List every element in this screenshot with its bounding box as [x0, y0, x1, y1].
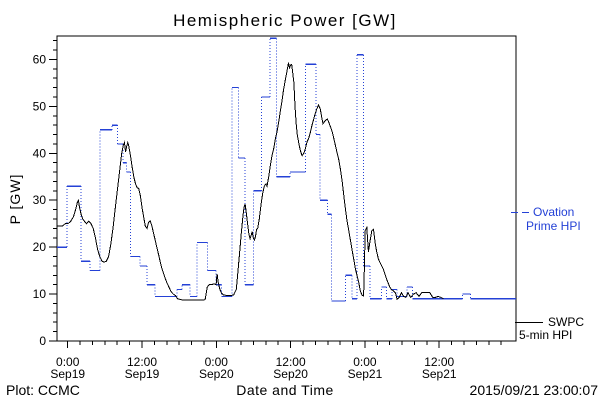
svg-text:Sep21: Sep21	[348, 367, 383, 381]
svg-text:Sep19: Sep19	[125, 367, 160, 381]
legend-ovation: Ovation Prime HPI	[511, 205, 581, 233]
legend-ovation-label2: Prime HPI	[526, 219, 581, 233]
legend-swpc: SWPC 5-min HPI	[515, 316, 584, 342]
ovation-series	[57, 37, 516, 302]
svg-text:40: 40	[33, 146, 47, 160]
chart-title: Hemispheric Power [GW]	[173, 11, 397, 30]
ovation-dash-icon	[522, 212, 529, 213]
legend-ovation-label1: Ovation	[533, 205, 575, 219]
svg-text:20: 20	[33, 240, 47, 254]
plot-timestamp: 2015/09/21 23:00:07	[469, 382, 598, 398]
legend-ovation-line1: Ovation	[511, 205, 581, 219]
x-axis-label: Date and Time	[236, 382, 334, 398]
svg-text:50: 50	[33, 99, 47, 113]
svg-text:Sep20: Sep20	[199, 367, 234, 381]
svg-text:30: 30	[33, 193, 47, 207]
svg-text:Sep19: Sep19	[50, 367, 85, 381]
svg-text:Sep20: Sep20	[273, 367, 308, 381]
svg-text:12:00: 12:00	[127, 355, 157, 369]
svg-text:0:00: 0:00	[205, 355, 229, 369]
ovation-series-vertical	[66, 38, 471, 302]
swpc-line-icon	[515, 322, 543, 323]
ovation-dash-icon	[511, 212, 518, 213]
svg-text:Sep21: Sep21	[422, 367, 457, 381]
plot-border	[56, 35, 517, 342]
legend-swpc-label1: SWPC	[548, 315, 584, 329]
plot-credit: Plot: CCMC	[6, 382, 80, 398]
svg-text:0:00: 0:00	[56, 355, 80, 369]
svg-text:0: 0	[39, 334, 46, 348]
x-axis-ticks: 0:00Sep1912:00Sep190:00Sep2012:00Sep200:…	[50, 341, 502, 381]
svg-text:0:00: 0:00	[353, 355, 377, 369]
svg-text:12:00: 12:00	[424, 355, 454, 369]
svg-text:10: 10	[33, 287, 47, 301]
svg-text:12:00: 12:00	[276, 355, 306, 369]
swpc-series-line	[57, 62, 444, 301]
legend-swpc-line1: SWPC	[515, 316, 584, 329]
y-axis-ticks: 0 10 20 30 40 50 60	[33, 40, 57, 348]
svg-text:60: 60	[33, 52, 47, 66]
legend-swpc-label2: 5-min HPI	[519, 328, 573, 342]
ovation-series-horizontal	[57, 37, 516, 302]
